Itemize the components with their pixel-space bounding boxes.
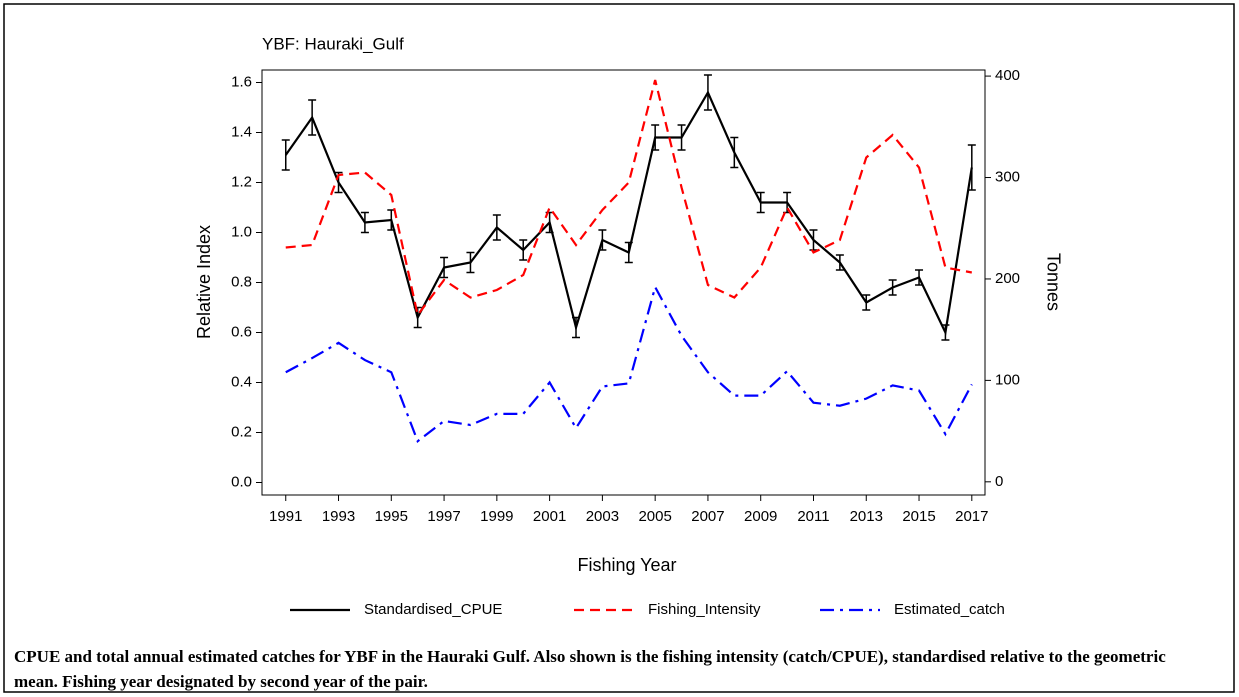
x-tick-label: 2017: [955, 508, 988, 525]
y-axis-label: Relative Index: [194, 225, 214, 339]
x-tick-label: 2005: [638, 508, 671, 525]
series-line: [285, 284, 973, 444]
x-tick-label: 2009: [744, 508, 777, 525]
caption: CPUE and total annual estimated catches …: [14, 647, 1166, 691]
error-bar: [677, 124, 686, 151]
y2-tick-label: 400: [995, 67, 1020, 84]
error-bar: [862, 294, 871, 311]
x-tick-label: 2013: [850, 508, 883, 525]
x-tick-label: 2001: [533, 508, 566, 525]
x-tick-label: 2015: [902, 508, 935, 525]
error-bar: [835, 254, 844, 271]
error-bar: [730, 136, 739, 169]
error-bar: [624, 241, 633, 264]
legend-label: Fishing_Intensity: [648, 601, 761, 618]
x-tick-label: 1999: [480, 508, 513, 525]
y-tick-label: 0.6: [231, 323, 252, 340]
y-tick-label: 1.4: [231, 123, 252, 140]
series-line: [285, 79, 973, 318]
error-bar: [519, 239, 528, 261]
error-bar: [360, 211, 369, 234]
y2-tick-label: 0: [995, 473, 1003, 490]
series-line: [284, 90, 973, 337]
error-bar: [703, 74, 712, 111]
y-tick-label: 0.8: [231, 273, 252, 290]
error-bar: [809, 229, 818, 251]
y2-axis-label: Tonnes: [1043, 253, 1063, 311]
error-bar: [756, 191, 765, 214]
chart-title: YBF: Hauraki_Gulf: [262, 34, 404, 53]
legend-label: Standardised_CPUE: [364, 601, 502, 618]
y-tick-label: 1.2: [231, 173, 252, 190]
y-tick-label: 1.6: [231, 73, 252, 90]
x-tick-label: 1997: [427, 508, 460, 525]
error-bar: [572, 316, 581, 339]
error-bar: [651, 124, 660, 151]
error-bar: [281, 139, 290, 171]
error-bar: [598, 229, 607, 251]
y-tick-label: 1.0: [231, 223, 252, 240]
x-tick-label: 1993: [322, 508, 355, 525]
y-tick-label: 0.0: [231, 473, 252, 490]
error-bar: [466, 251, 475, 274]
plot-frame: [261, 69, 986, 496]
x-tick-label: 2007: [691, 508, 724, 525]
error-bar: [941, 324, 950, 341]
y-tick-label: 0.4: [231, 373, 252, 390]
frame: [3, 3, 1235, 693]
y2-tick-label: 300: [995, 168, 1020, 185]
error-bar: [888, 279, 897, 296]
error-bar: [967, 144, 976, 191]
x-tick-label: 2003: [586, 508, 619, 525]
y2-tick-label: 100: [995, 371, 1020, 388]
error-bar: [440, 256, 449, 279]
y-tick-label: 0.2: [231, 423, 252, 440]
x-tick-label: 1995: [375, 508, 408, 525]
error-bar: [308, 99, 317, 136]
x-tick-label: 2011: [797, 508, 829, 525]
error-bar: [492, 214, 501, 241]
error-bar: [915, 269, 924, 286]
legend-label: Estimated_catch: [894, 601, 1005, 618]
y2-tick-label: 200: [995, 270, 1020, 287]
x-tick-label: 1991: [269, 508, 302, 525]
x-axis-label: Fishing Year: [577, 555, 676, 575]
